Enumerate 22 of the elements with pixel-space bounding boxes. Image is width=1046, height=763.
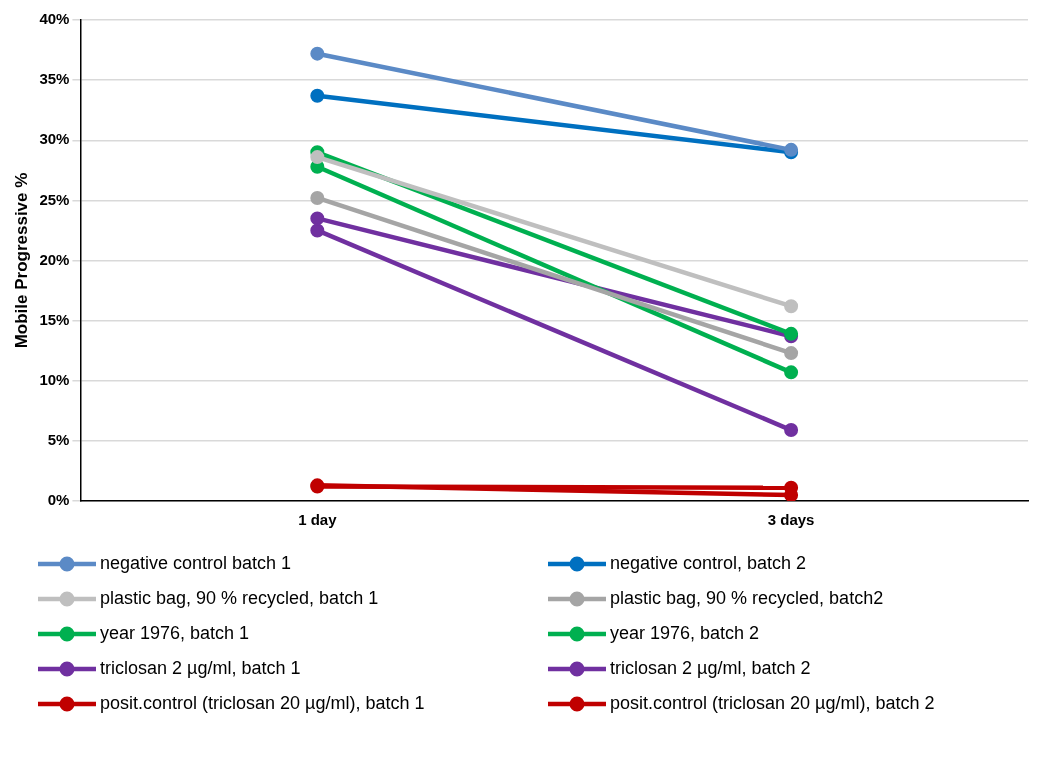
legend-label: plastic bag, 90 % recycled, batch2 [610,588,884,609]
y-tick-label: 40% [39,10,70,28]
y-tick-label: 15% [39,310,70,328]
y-tick-label: 30% [39,130,70,148]
y-tick-label: 35% [39,70,70,88]
legend-label: year 1976, batch 1 [100,623,250,644]
y-tick-label: 0% [47,491,70,509]
y-tick-label: 20% [39,250,70,268]
y-axis-title: Mobile Progressive % [11,172,31,349]
legend-label: triclosan 2 µg/ml, batch 1 [100,658,301,679]
x-tick-label: 1 day [298,511,338,529]
legend-label: plastic bag, 90 % recycled, batch 1 [100,588,379,609]
y-tick-label: 25% [39,190,70,208]
x-tick-label: 3 days [767,511,815,529]
legend-label: negative control, batch 2 [610,553,807,574]
legend-label: year 1976, batch 2 [610,623,760,644]
legend-label: negative control batch 1 [100,553,292,574]
legend-label: posit.control (triclosan 20 µg/ml), batch 1 [100,693,425,714]
legend-label: triclosan 2 µg/ml, batch 2 [610,658,811,679]
legend-label: posit.control (triclosan 20 µg/ml), batch 2 [610,693,935,714]
y-tick-label: 5% [47,431,70,449]
y-tick-label: 10% [39,370,70,388]
